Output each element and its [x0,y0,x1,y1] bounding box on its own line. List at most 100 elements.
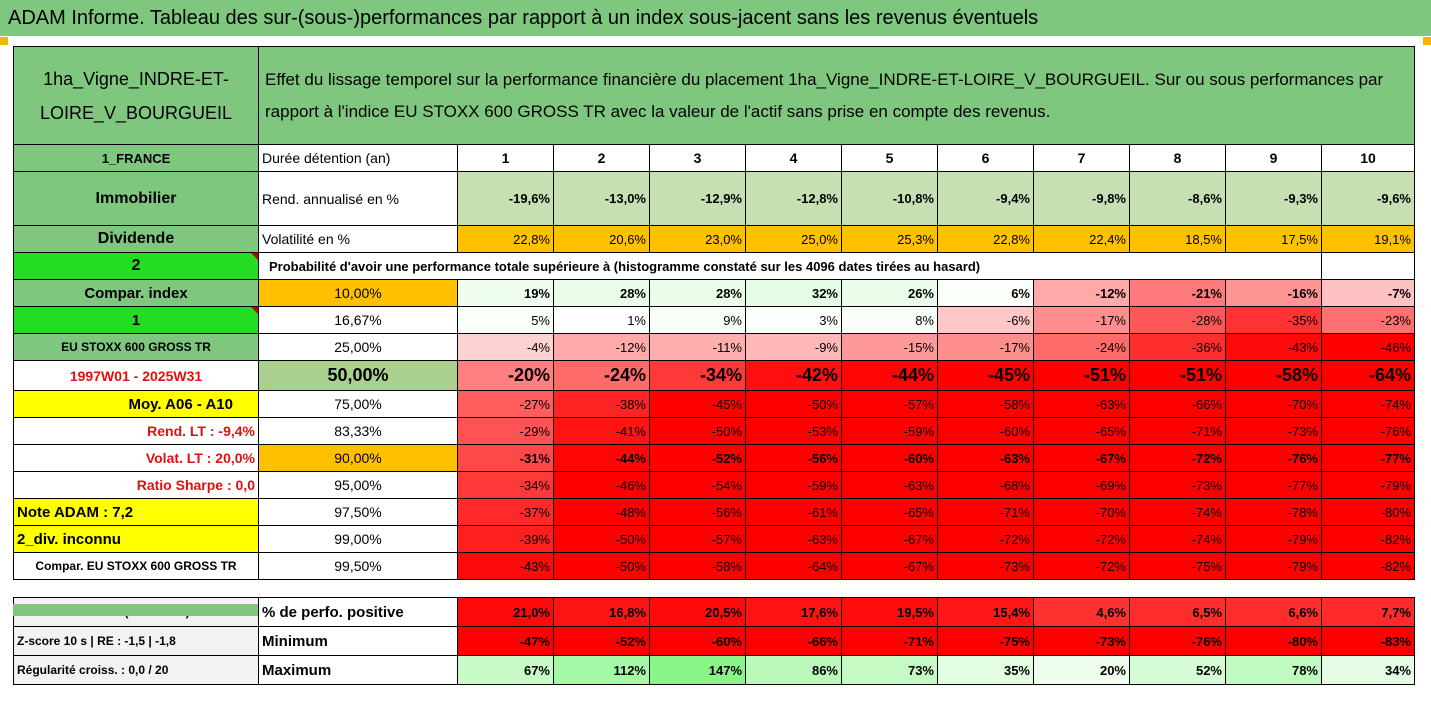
separator-bar [13,604,258,616]
rend-cell: -12,9% [649,171,746,226]
probability-cell: -73% [1129,471,1226,499]
probability-cell: -12% [553,333,650,361]
probability-cell: -82% [1321,525,1415,553]
rend-cell: -13,0% [553,171,650,226]
probability-cell: -29% [457,417,554,445]
probability-cell: -51% [1129,360,1226,391]
probability-cell: -34% [457,471,554,499]
summary-label-zscore: Z-score 10 s | RE : -1,5 | -1,8 [13,626,259,656]
volat-label: Volatilité en % [258,225,458,253]
probability-cell: -59% [841,417,938,445]
percentile-cell: 83,33% [258,417,458,445]
probability-cell: -42% [745,360,842,391]
rend-cell: -12,8% [745,171,842,226]
year-header: 10 [1321,144,1415,172]
percentile-cell: 25,00% [258,333,458,361]
probability-cell: -82% [1321,552,1415,580]
minimum-cell: -73% [1033,626,1130,656]
probability-cell: -63% [1033,390,1130,418]
probability-cell: 3% [745,306,842,334]
rend-cell: -8,6% [1129,171,1226,226]
probability-cell: 1% [553,306,650,334]
probability-cell: -58% [649,552,746,580]
probability-cell: -21% [1129,279,1226,307]
rend-cell: -9,6% [1321,171,1415,226]
percentile-cell: 75,00% [258,390,458,418]
probability-cell: -70% [1033,498,1130,526]
probability-cell: -50% [745,390,842,418]
minimum-cell: -83% [1321,626,1415,656]
minimum-cell: -66% [745,626,842,656]
probability-cell: -60% [841,444,938,472]
probability-cell: -67% [841,552,938,580]
probability-cell: -61% [745,498,842,526]
probability-cell: -67% [1033,444,1130,472]
probability-cell: -79% [1225,525,1322,553]
probability-cell: -7% [1321,279,1415,307]
side-label-note: Note ADAM : 7,2 [13,498,259,526]
probability-cell: -58% [1225,360,1322,391]
percentile-cell: 50,00% [258,360,458,391]
probability-cell: -45% [937,360,1034,391]
rend-cell: -10,8% [841,171,938,226]
probability-cell: -78% [1225,498,1322,526]
group-two-label: 2 [13,252,259,280]
probability-cell: -56% [745,444,842,472]
probability-cell: -6% [937,306,1034,334]
probability-cell: -59% [745,471,842,499]
proba-label: Probabilité d'avoir une performance tota… [258,252,1226,280]
probability-cell: -36% [1129,333,1226,361]
probability-cell: -66% [1129,390,1226,418]
probability-cell: -72% [1033,552,1130,580]
perf-pos-cell: 6,6% [1225,597,1322,627]
probability-cell: -75% [1129,552,1226,580]
probability-cell: -79% [1321,471,1415,499]
maximum-cell: 34% [1321,655,1415,685]
probability-cell: -64% [745,552,842,580]
side-label-one: 1 [13,306,259,334]
probability-cell: -77% [1225,471,1322,499]
percentile-cell: 99,50% [258,552,458,580]
percentile-cell: 90,00% [258,444,458,472]
maximum-cell: 78% [1225,655,1322,685]
probability-cell: -80% [1321,498,1415,526]
probability-cell: -45% [649,390,746,418]
rend-label: Rend. annualisé en % [258,171,458,226]
minimum-cell: -80% [1225,626,1322,656]
year-header: 5 [841,144,938,172]
probability-cell: -63% [745,525,842,553]
probability-cell: -57% [649,525,746,553]
minimum-cell: -52% [553,626,650,656]
probability-cell: -46% [1321,333,1415,361]
maximum-cell: 86% [745,655,842,685]
minimum-cell: -47% [457,626,554,656]
probability-cell: -17% [1033,306,1130,334]
probability-cell: -54% [649,471,746,499]
probability-cell: -50% [649,417,746,445]
probability-cell: -76% [1321,417,1415,445]
year-header: 6 [937,144,1034,172]
percentile-cell: 97,50% [258,498,458,526]
probability-cell: -11% [649,333,746,361]
probability-cell: -72% [1129,444,1226,472]
summary-label-regularite: Régularité croiss. : 0,0 / 20 [13,655,259,685]
performance-table: 1ha_Vigne_INDRE-ET-LOIRE_V_BOURGUEIL Eff… [13,46,1415,685]
probability-cell: -50% [553,525,650,553]
probability-cell: -56% [649,498,746,526]
asset-name: 1ha_Vigne_INDRE-ET-LOIRE_V_BOURGUEIL [13,46,259,145]
percentile-cell: 99,00% [258,525,458,553]
year-header: 8 [1129,144,1226,172]
probability-cell: -68% [937,471,1034,499]
probability-cell: -71% [1129,417,1226,445]
volat-cell: 17,5% [1225,225,1322,253]
volat-cell: 23,0% [649,225,746,253]
probability-cell: -65% [1033,417,1130,445]
probability-cell: 28% [553,279,650,307]
side-label-compar-eu: Compar. EU STOXX 600 GROSS TR [13,552,259,580]
side-label-compar-index: Compar. index [13,279,259,307]
rend-cell: -9,8% [1033,171,1130,226]
probability-cell: -50% [553,552,650,580]
probability-cell: -52% [649,444,746,472]
probability-cell: -20% [457,360,554,391]
probability-cell: -38% [553,390,650,418]
